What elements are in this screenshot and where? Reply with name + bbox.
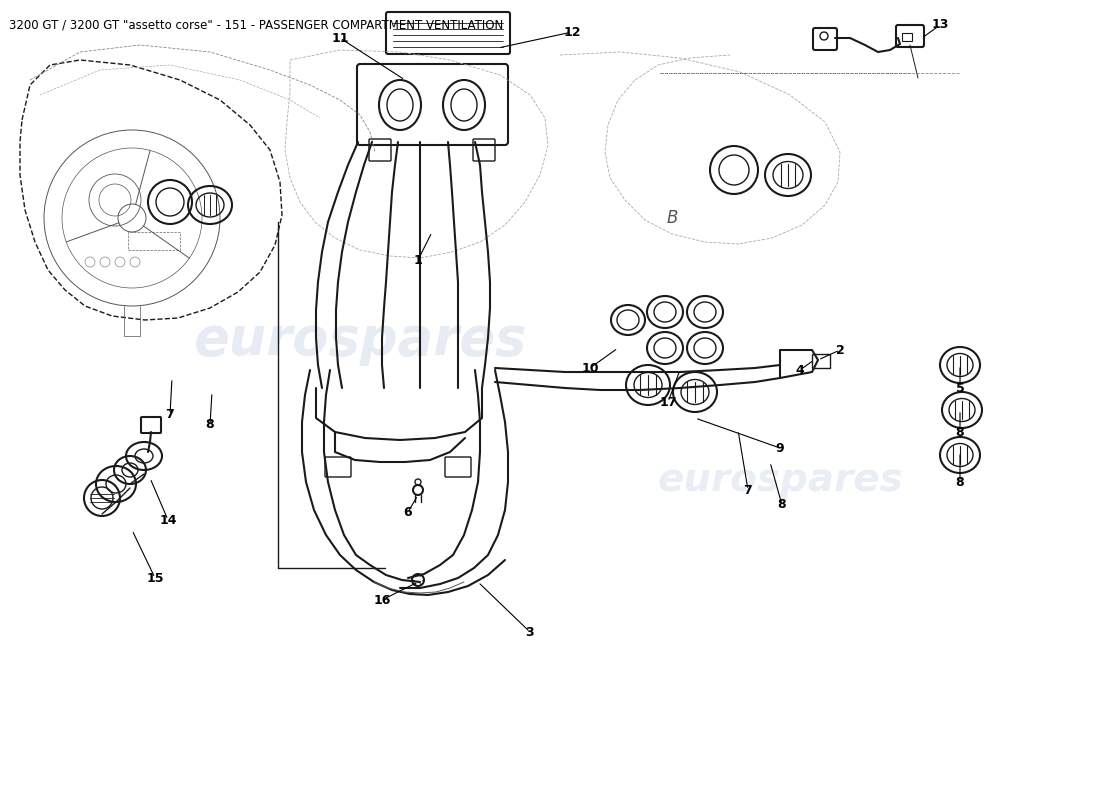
Text: 8: 8: [956, 426, 965, 438]
Text: 3200 GT / 3200 GT "assetto corse" - 151 - PASSENGER COMPARTMENT VENTILATION: 3200 GT / 3200 GT "assetto corse" - 151 …: [9, 18, 503, 31]
Text: 6: 6: [404, 506, 412, 518]
Text: 15: 15: [146, 571, 164, 585]
Text: 3: 3: [526, 626, 535, 638]
Text: 17: 17: [659, 395, 676, 409]
Text: 8: 8: [956, 475, 965, 489]
Text: B: B: [667, 209, 678, 227]
Text: 7: 7: [166, 409, 175, 422]
Text: eurospares: eurospares: [194, 314, 527, 366]
Text: 11: 11: [331, 31, 349, 45]
Text: 1: 1: [414, 254, 422, 266]
Text: 5: 5: [956, 382, 965, 394]
Text: 16: 16: [373, 594, 390, 606]
Bar: [902, 33, 912, 41]
Bar: [128, 232, 180, 250]
Text: 10: 10: [581, 362, 598, 374]
Text: 9: 9: [776, 442, 784, 454]
Text: eurospares: eurospares: [657, 461, 903, 499]
Text: 13: 13: [932, 18, 948, 31]
Text: 8: 8: [206, 418, 214, 431]
Text: 7: 7: [744, 483, 752, 497]
Text: 14: 14: [160, 514, 177, 526]
Bar: [812, 354, 830, 368]
Text: 8: 8: [778, 498, 786, 511]
Text: 12: 12: [563, 26, 581, 38]
Text: 4: 4: [795, 363, 804, 377]
Text: 2: 2: [836, 343, 845, 357]
